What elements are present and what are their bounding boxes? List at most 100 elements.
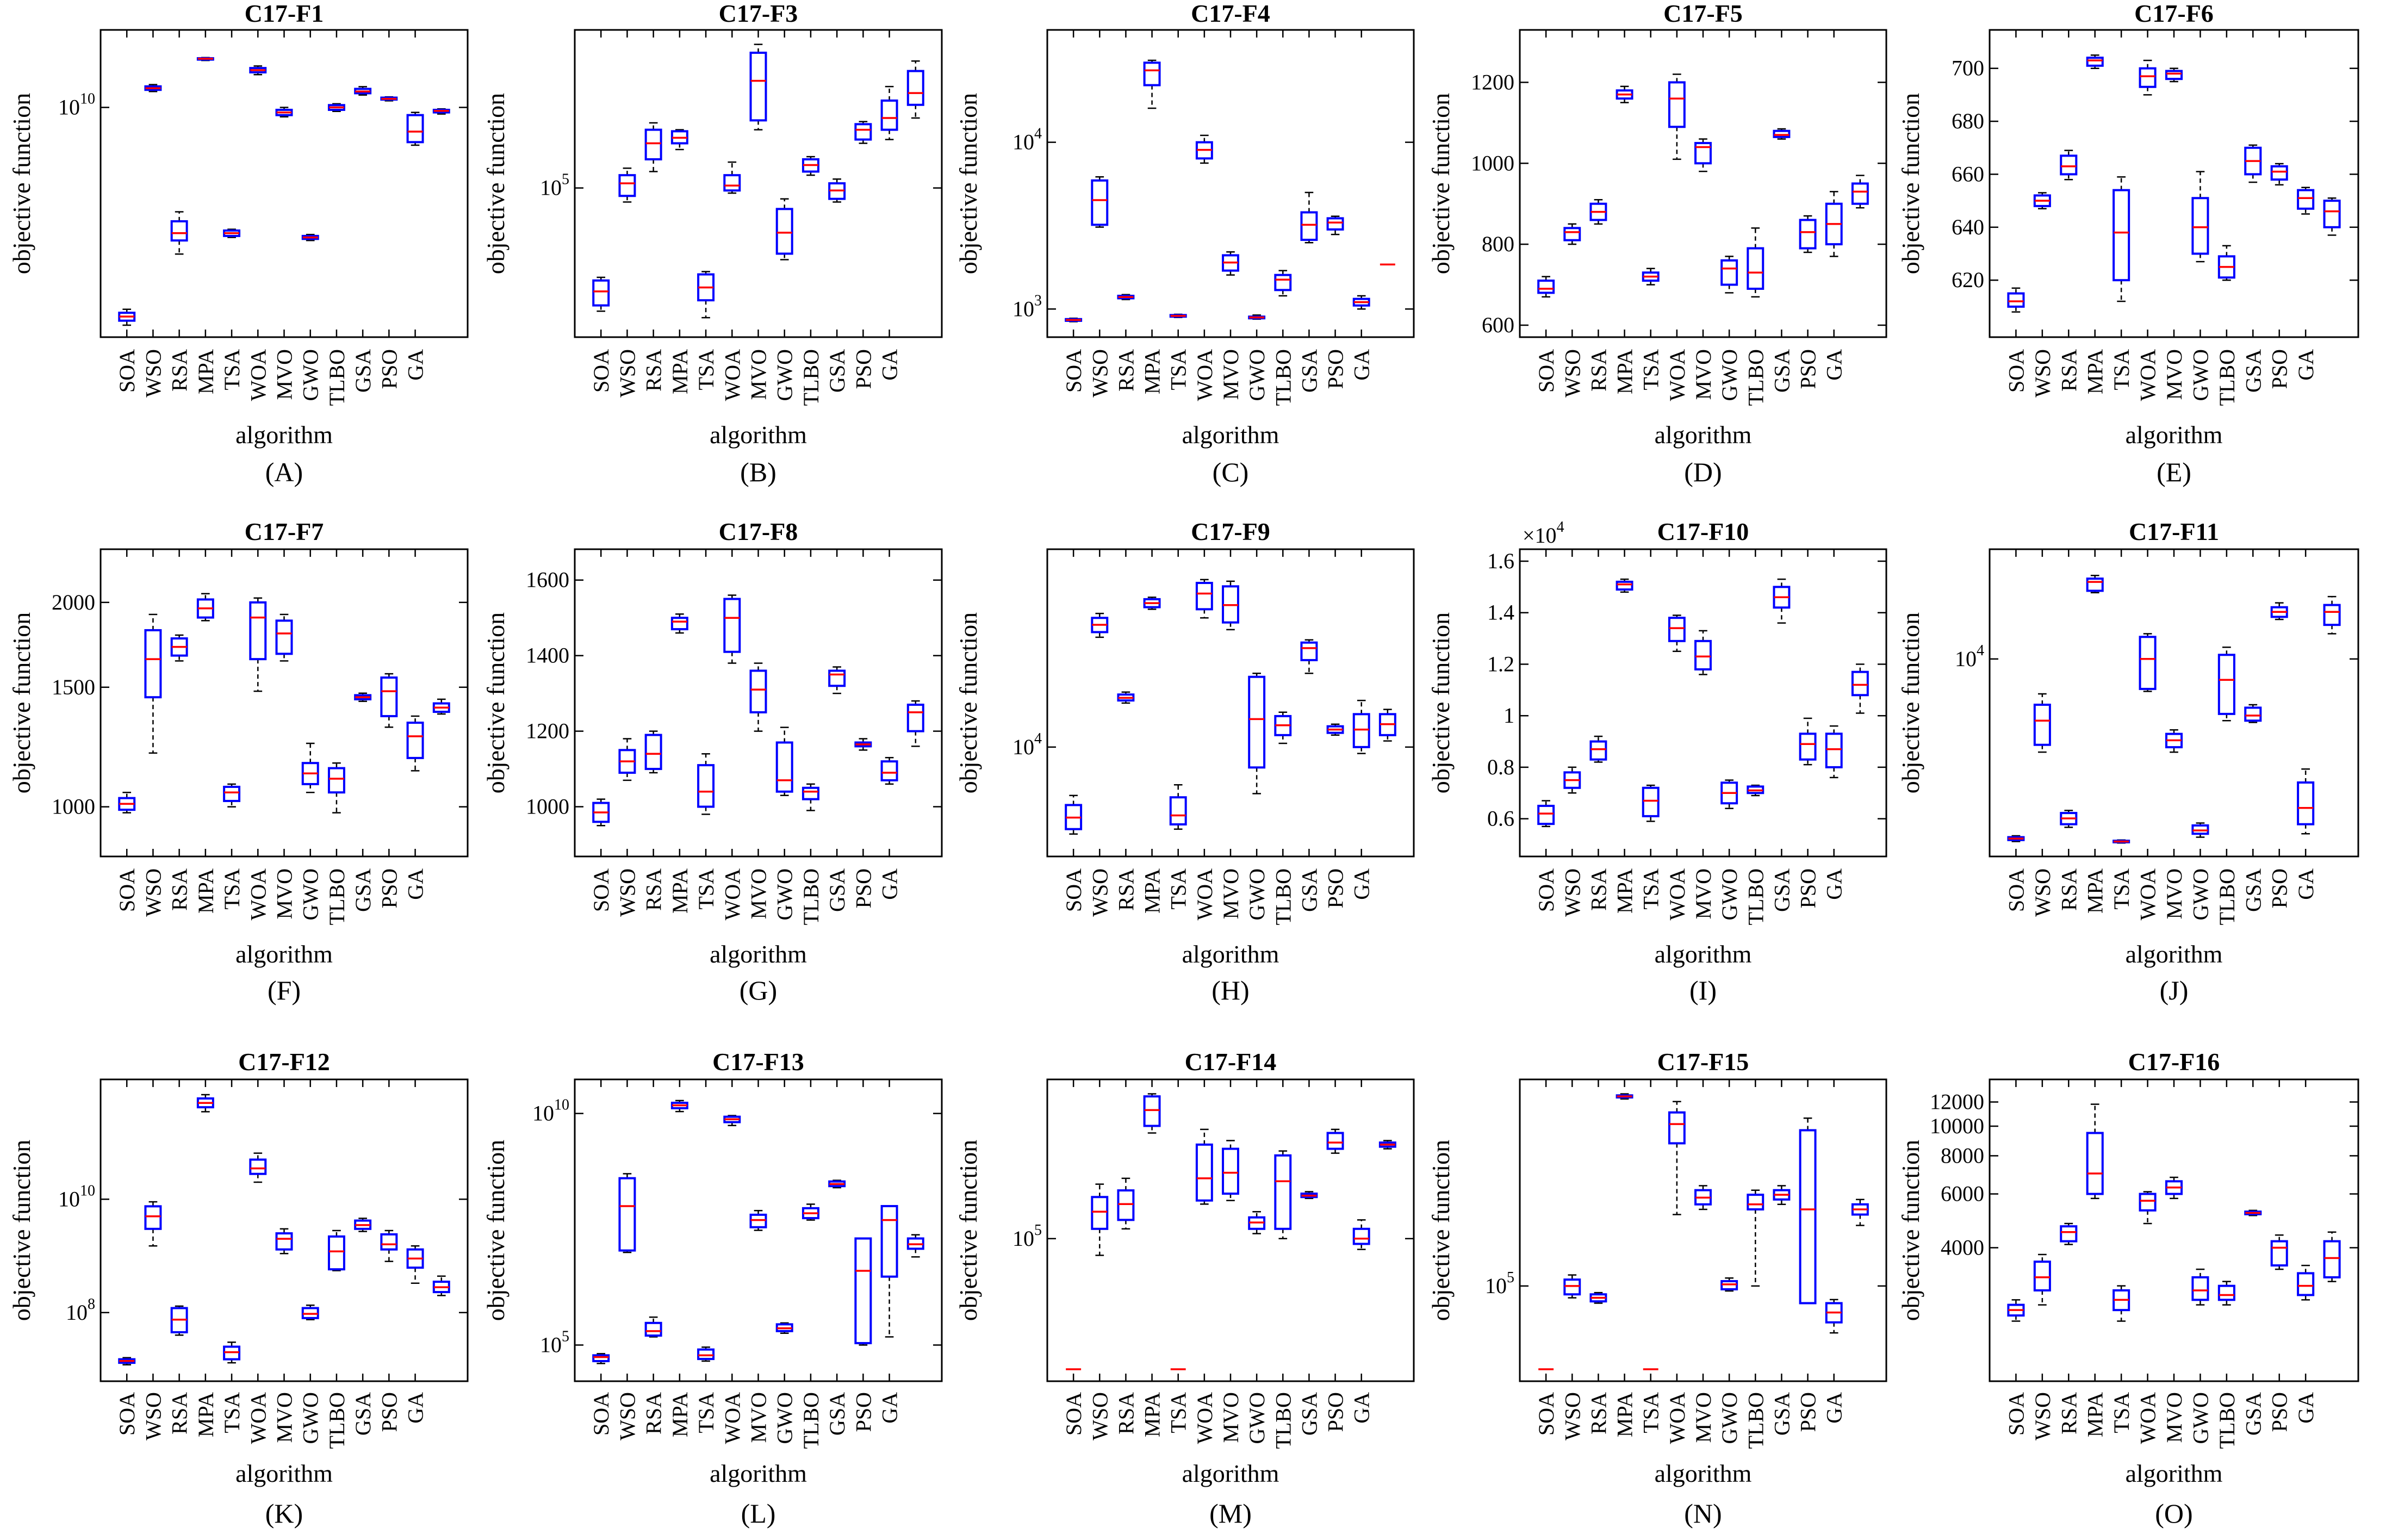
category-label: MVO [2162, 868, 2186, 919]
box-item [1195, 579, 1213, 619]
chart-title: C17-F11 [2129, 518, 2219, 545]
box-item [880, 1204, 898, 1338]
box-item [1091, 1183, 1109, 1256]
box-item [697, 753, 715, 815]
box-body [1616, 580, 1633, 591]
box-body [2060, 1225, 2078, 1243]
category-label: WOA [720, 1392, 744, 1444]
box-item [249, 1152, 267, 1183]
category-label: MVO [747, 349, 771, 400]
box-item [354, 86, 372, 96]
category-label: TLBO [1743, 1392, 1768, 1449]
box-item [880, 756, 898, 785]
panel-label: (C) [1213, 457, 1249, 487]
panel-label: (G) [740, 975, 777, 1005]
box-item [2086, 54, 2104, 69]
tick-exponent: 5 [1507, 1269, 1514, 1286]
category-label: GSA [825, 868, 849, 912]
box-item [1851, 1199, 1869, 1226]
category-label: WOA [1192, 349, 1217, 401]
category-label: MPA [668, 349, 692, 394]
category-label: SOA [2004, 868, 2028, 912]
chart-panel: C17-F1 1010 objective function SOA WSO RSA MPA… [8, 0, 469, 487]
box-item [1825, 1299, 1843, 1334]
box-item [1537, 800, 1555, 828]
category-label: WOA [2136, 1392, 2160, 1444]
box-body [644, 1321, 662, 1337]
category-label: WOA [720, 349, 744, 401]
category-label: GSA [1297, 1392, 1321, 1436]
y-tick-label: 105 [1012, 1222, 1042, 1251]
box-item [2033, 693, 2051, 753]
box-item [1378, 709, 1396, 742]
category-label: WSO [1088, 868, 1112, 917]
box-item [2033, 1253, 2051, 1306]
box-item [1851, 175, 1869, 209]
chart-title: C17-F3 [719, 0, 798, 27]
box-body [880, 1204, 898, 1278]
box-item [2270, 602, 2288, 620]
box-body [170, 220, 188, 242]
category-label: TSA [1639, 1392, 1663, 1433]
box-item [354, 1218, 372, 1232]
box-item [406, 715, 424, 772]
box-body [1851, 182, 1869, 205]
tick-exponent: 4 [1977, 642, 1984, 659]
box-item [2217, 1281, 2235, 1306]
box-body [249, 601, 267, 661]
category-label: GSA [1297, 349, 1321, 393]
category-label: TLBO [799, 1392, 823, 1449]
box-item [828, 666, 846, 694]
category-label: PSO [377, 1392, 401, 1432]
category-label: GWO [1245, 349, 1269, 401]
box-item [2270, 1234, 2288, 1270]
category-label: TSA [220, 1392, 244, 1433]
y-tick-label: 660 [1952, 162, 1984, 186]
category-label: GWO [1245, 1392, 1269, 1444]
box-item [2297, 1264, 2315, 1301]
category-label: GA [2294, 1392, 2318, 1424]
category-label: GWO [1245, 868, 1269, 921]
box-item [2086, 1103, 2104, 1200]
category-label: TSA [1639, 868, 1663, 910]
category-label: PSO [1796, 1392, 1821, 1432]
box-item [301, 1304, 319, 1321]
box-item [2113, 176, 2130, 302]
box-item [1117, 1177, 1135, 1230]
box-item [1616, 1093, 1633, 1100]
y-tick-label: 6000 [1941, 1182, 1984, 1206]
category-label: MPA [2083, 349, 2108, 394]
box-item [670, 129, 688, 151]
box-item [1378, 1140, 1396, 1150]
box-item [670, 1100, 688, 1113]
tick-exponent: 3 [1034, 292, 1042, 309]
category-label: WOA [1665, 868, 1689, 921]
box-item [854, 738, 872, 751]
box-body [275, 619, 293, 655]
box-item [1799, 717, 1817, 766]
y-tick-label: 700 [1952, 56, 1984, 80]
box-item [249, 597, 267, 692]
box-item [906, 60, 924, 119]
box-body [2323, 1240, 2341, 1278]
box-body [1589, 740, 1607, 761]
box-body [1563, 227, 1581, 241]
box-item [118, 308, 136, 326]
y-tick-label: 1.2 [1487, 651, 1514, 676]
category-label: MPA [2083, 1392, 2108, 1437]
box-body [2086, 578, 2104, 592]
tick-exponent: 8 [88, 1296, 95, 1313]
category-label: WSO [1560, 349, 1585, 398]
category-label: SOA [115, 349, 139, 393]
box-item [2007, 287, 2025, 313]
category-label: PSO [1324, 868, 1348, 908]
category-label: TSA [2109, 1392, 2134, 1433]
category-label: SOA [2004, 349, 2028, 393]
box-item [644, 730, 662, 774]
box-item [144, 1201, 162, 1247]
category-label: TLBO [1271, 1392, 1295, 1449]
category-label: GA [2294, 349, 2318, 381]
box-body [1274, 274, 1292, 291]
